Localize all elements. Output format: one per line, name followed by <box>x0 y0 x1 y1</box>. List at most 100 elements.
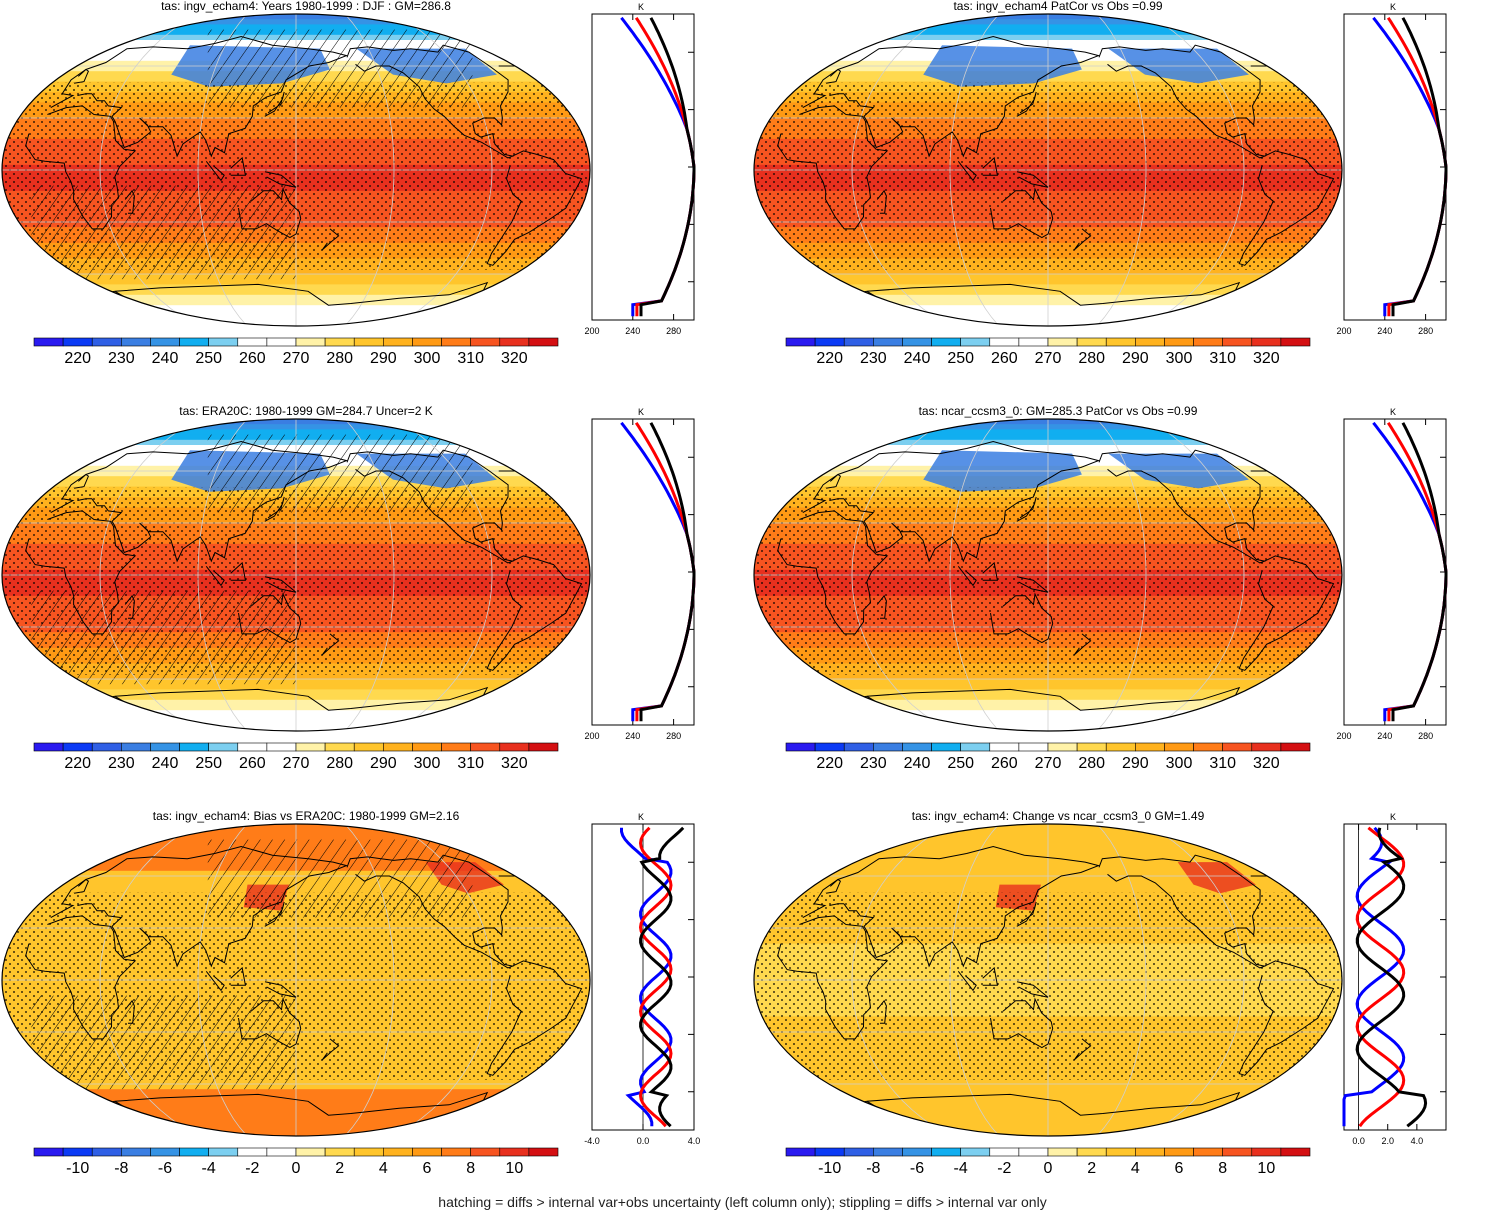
x-tick-label: 240 <box>1377 731 1392 741</box>
coastline <box>802 845 1101 968</box>
map-5 <box>2 824 590 1136</box>
coastline <box>1073 633 1092 656</box>
colorbar-box <box>208 337 239 347</box>
colorbar-box <box>873 742 903 752</box>
coastline <box>777 915 889 1040</box>
x-tick-label: 4.0 <box>688 1136 700 1146</box>
colorbar-box <box>324 337 355 347</box>
colorbar-box <box>843 1147 874 1157</box>
colorbar-label: 230 <box>108 350 135 367</box>
colorbar-box <box>902 337 932 347</box>
coastline <box>1016 171 1049 188</box>
colorbar-box <box>1164 742 1194 752</box>
colorbar-box <box>33 337 64 347</box>
meridian <box>949 824 1000 1136</box>
colorbar-box <box>960 337 991 347</box>
meridian <box>99 14 199 326</box>
colorbar-box <box>931 337 961 347</box>
coastline <box>74 473 90 489</box>
colorbar-box <box>785 742 816 752</box>
colorbar-box <box>960 742 991 752</box>
coastline <box>124 594 135 619</box>
profile-frame <box>1343 418 1447 726</box>
colorbar-label: -10 <box>66 1160 89 1177</box>
colorbar-box <box>383 742 413 752</box>
coastline <box>1073 228 1092 251</box>
panel-title: tas: ingv_echam4 PatCor vs Obs =0.99 <box>953 0 1162 13</box>
coastline <box>1016 91 1037 117</box>
profile-series <box>1355 827 1428 1128</box>
colorbar-label: 230 <box>860 350 887 367</box>
colorbar-label: 6 <box>1175 1160 1184 1177</box>
meridian <box>851 824 951 1136</box>
profile-series <box>1372 421 1448 722</box>
colorbar-label: 230 <box>108 755 135 772</box>
panel-title: tas: ERA20C: 1980-1999 GM=284.7 Uncer=2 … <box>179 405 432 418</box>
zonal-profile: K60N30N030S60S200240280 <box>584 2 696 336</box>
zonal-profile: K60N30N030S60S200240280 <box>584 407 696 741</box>
x-tick-label: 0.0 <box>1352 1136 1365 1146</box>
colorbar-box <box>1018 1147 1049 1157</box>
colorbar-box <box>1135 1147 1165 1157</box>
colorbar-box <box>62 1147 93 1157</box>
meridian <box>393 419 493 731</box>
profile-unit: K <box>638 2 644 12</box>
colorbar-label: 260 <box>991 755 1018 772</box>
map-border <box>1 418 591 732</box>
graticule <box>2 14 590 326</box>
map-3 <box>2 419 590 731</box>
coastline <box>1073 1038 1092 1061</box>
colorbar-box <box>441 337 471 347</box>
profile-series <box>634 16 696 317</box>
x-tick-label: 200 <box>584 731 599 741</box>
meridian <box>99 419 199 731</box>
colorbar-box <box>1280 337 1311 347</box>
colorbar-box <box>989 1147 1020 1157</box>
profile-frame <box>1343 13 1447 321</box>
colorbar-box <box>266 742 297 752</box>
colorbar-label: 310 <box>457 350 484 367</box>
colorbar-box <box>412 337 442 347</box>
map-1 <box>2 14 590 326</box>
colorbar-label: 290 <box>370 755 397 772</box>
colorbar-box <box>266 337 297 347</box>
coastline <box>346 449 515 564</box>
coastline <box>802 35 1101 158</box>
meridian <box>949 419 1000 731</box>
panel-title: tas: ncar_ccsm3_0: GM=285.3 PatCor vs Ob… <box>919 405 1198 418</box>
panel-4: tas: ncar_ccsm3_0: GM=285.3 PatCor vs Ob… <box>753 405 1448 772</box>
colorbar-box <box>499 1147 530 1157</box>
coastline <box>826 878 842 894</box>
coastline <box>1238 555 1335 671</box>
colorbar-box <box>931 1147 961 1157</box>
profile-series <box>639 422 696 722</box>
colorbar-label: 220 <box>816 755 843 772</box>
colorbar-box <box>1135 742 1165 752</box>
coastlines <box>25 430 583 731</box>
coastline <box>826 68 842 84</box>
coastline <box>124 999 135 1024</box>
colorbar-box <box>470 1147 501 1157</box>
colorbar-label: 10 <box>505 1160 523 1177</box>
colorbar-box <box>931 742 961 752</box>
colorbar-box <box>237 337 268 347</box>
colorbar-label: 310 <box>1209 350 1236 367</box>
colorbar-box <box>1105 337 1136 347</box>
coastline <box>1098 854 1267 969</box>
colorbar-box <box>528 337 559 347</box>
coastline <box>264 576 297 593</box>
coastline <box>321 228 340 251</box>
meridian <box>197 419 248 731</box>
colorbar-label: 310 <box>1209 755 1236 772</box>
colorbar: 220 230 240 250 260 270 280 290 300 310 320 <box>785 337 1311 367</box>
colorbar-box <box>1018 742 1049 752</box>
colorbar-label: 280 <box>1078 755 1105 772</box>
colorbar-box <box>1193 337 1223 347</box>
colorbar-box <box>150 742 180 752</box>
colorbar-label: 260 <box>239 755 266 772</box>
colorbar-box <box>902 742 932 752</box>
x-tick-label: 4.0 <box>1411 1136 1424 1146</box>
colorbar-label: 250 <box>947 350 974 367</box>
colorbar-box <box>150 1147 180 1157</box>
coastline <box>50 845 349 968</box>
